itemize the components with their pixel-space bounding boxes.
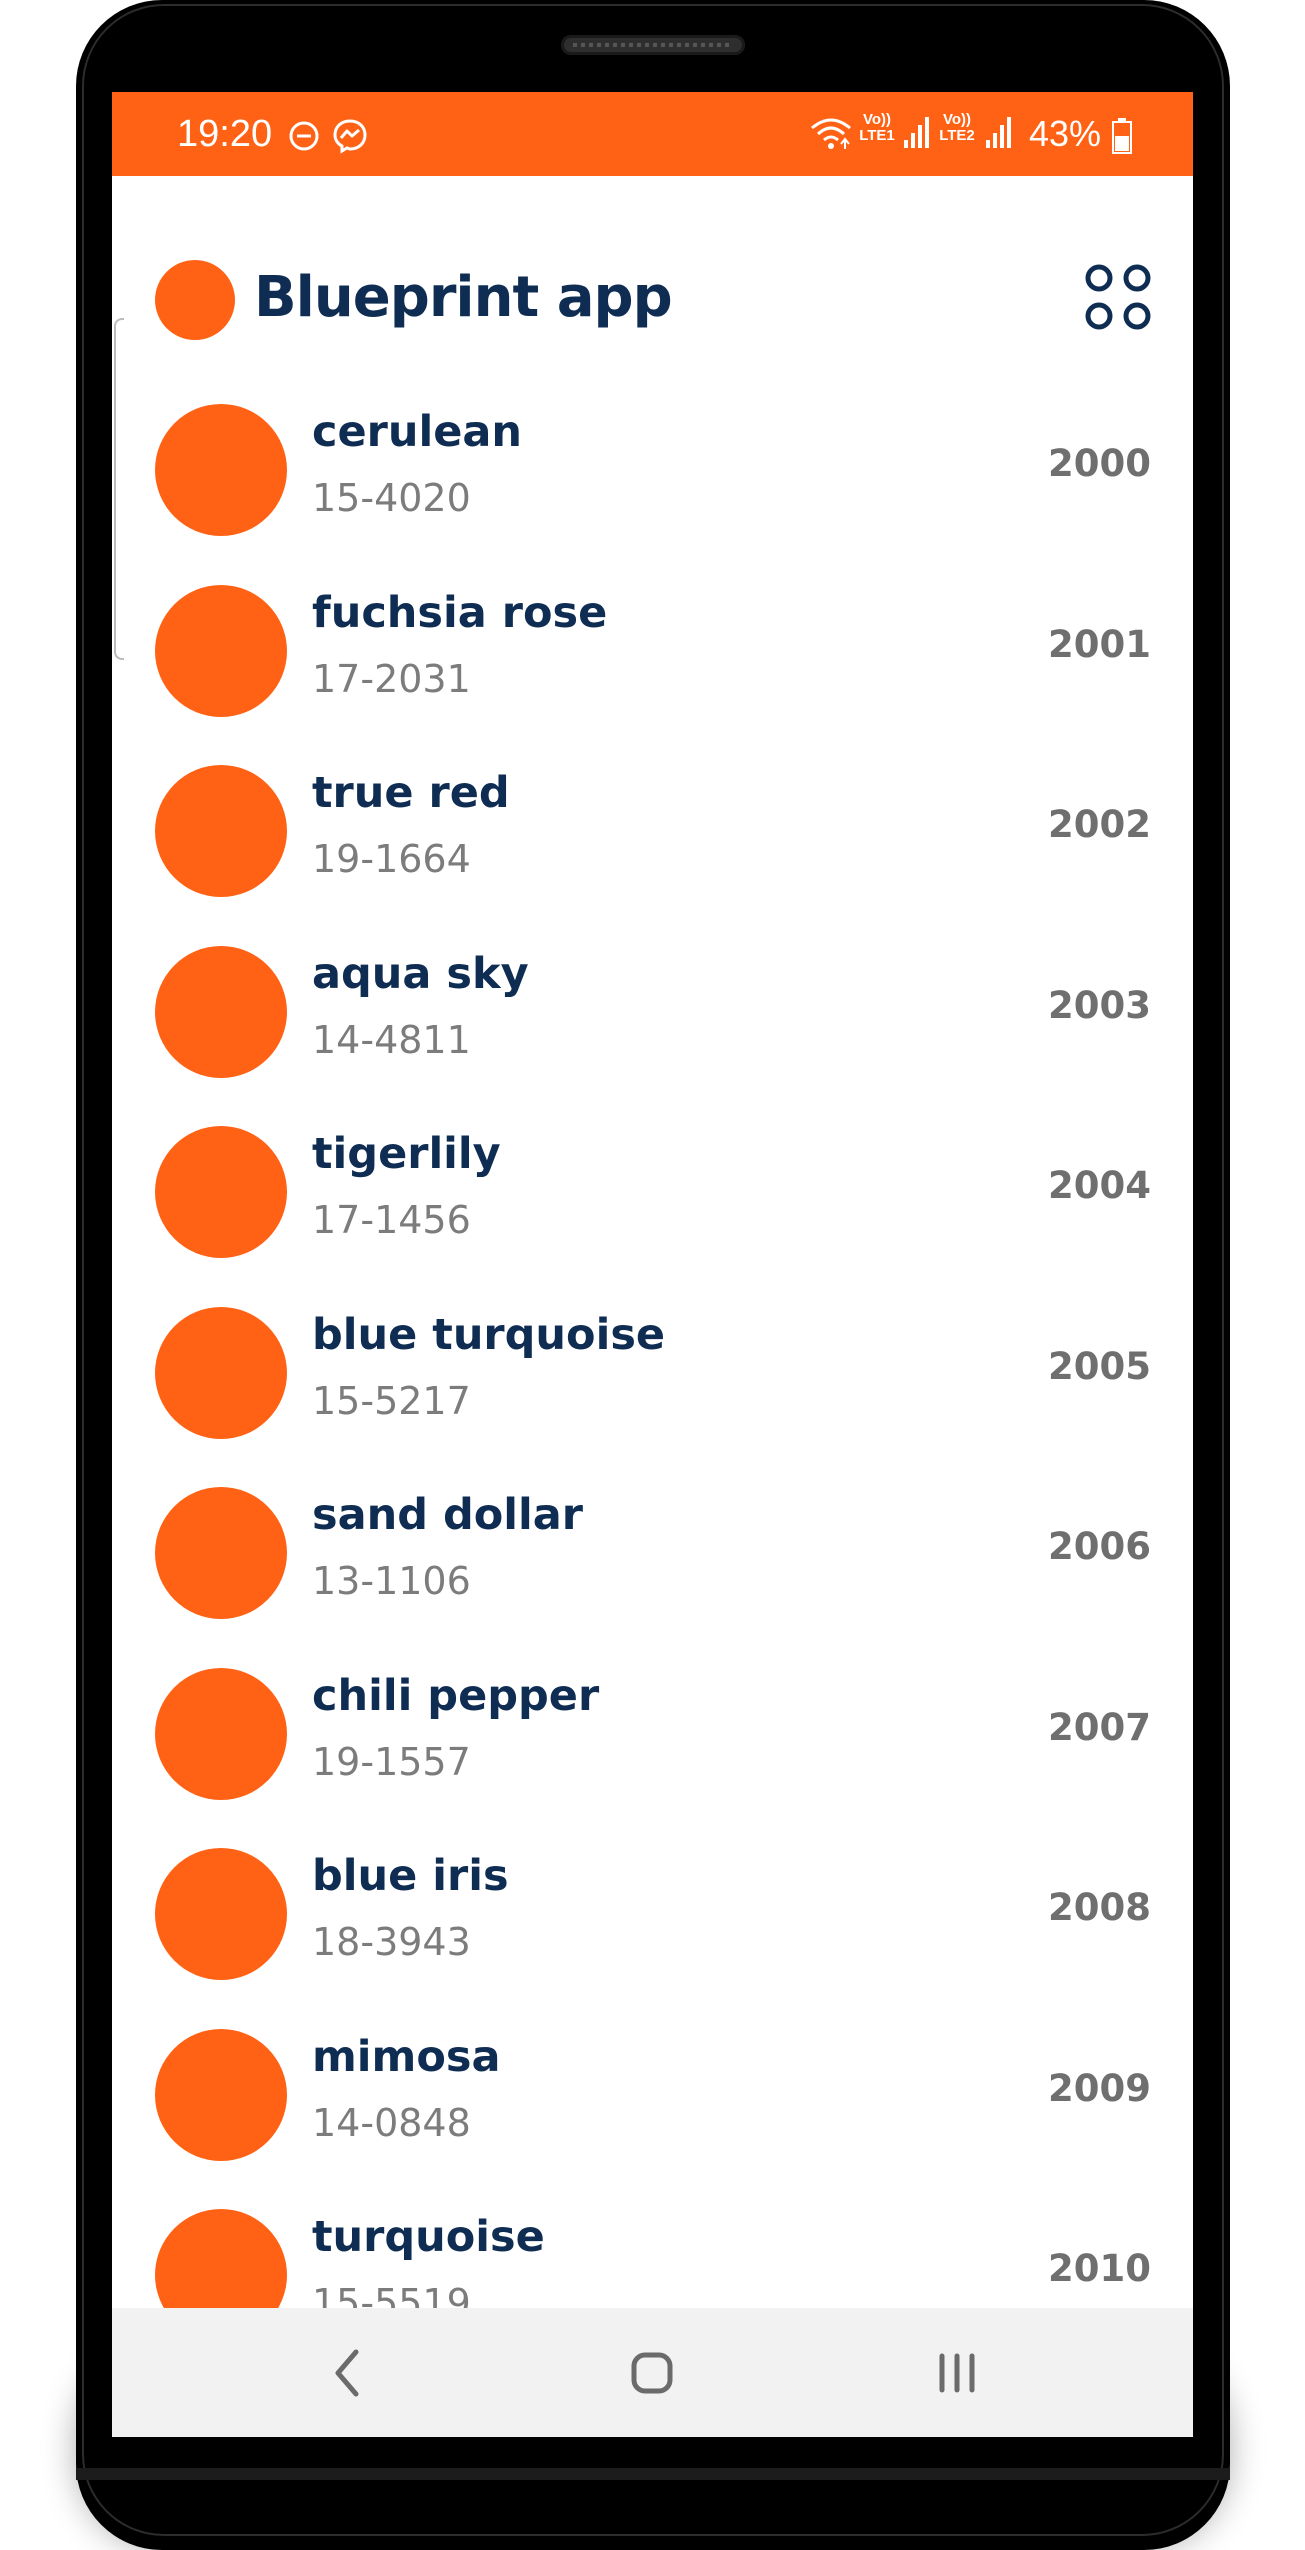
color-code: 18-3943 bbox=[312, 1920, 471, 1964]
phone-bottom-band bbox=[76, 2468, 1230, 2480]
list-item[interactable]: blue iris 18-3943 2008 bbox=[112, 1848, 1193, 2028]
color-swatch bbox=[155, 1848, 287, 1980]
navigation-bar bbox=[112, 2308, 1193, 2437]
list-item[interactable]: true red 19-1664 2002 bbox=[112, 765, 1193, 945]
color-name: true red bbox=[312, 768, 510, 818]
color-year: 2007 bbox=[1048, 1706, 1151, 1749]
color-code: 19-1664 bbox=[312, 837, 471, 881]
color-name: chili pepper bbox=[312, 1671, 600, 1721]
color-year: 2004 bbox=[1048, 1164, 1151, 1207]
color-name: mimosa bbox=[312, 2032, 501, 2082]
page-title: Blueprint app bbox=[254, 265, 673, 330]
recents-button[interactable] bbox=[922, 2338, 992, 2408]
color-year: 2008 bbox=[1048, 1886, 1151, 1929]
side-scroll-handle bbox=[114, 318, 124, 660]
color-code: 17-2031 bbox=[312, 657, 471, 701]
messenger-icon bbox=[332, 118, 368, 158]
signal-icon bbox=[984, 114, 1012, 154]
color-year: 2003 bbox=[1048, 984, 1151, 1027]
wifi-icon bbox=[809, 114, 853, 158]
color-code: 15-5217 bbox=[312, 1379, 471, 1423]
color-name: fuchsia rose bbox=[312, 588, 608, 638]
earpiece-speaker bbox=[561, 35, 745, 55]
color-swatch bbox=[155, 2029, 287, 2161]
color-name: blue turquoise bbox=[312, 1310, 666, 1360]
sim1-network-text: LTE1 bbox=[859, 127, 895, 144]
signal-icon bbox=[902, 114, 930, 154]
home-icon bbox=[631, 2352, 673, 2394]
back-icon bbox=[335, 2349, 359, 2397]
color-year: 2000 bbox=[1048, 442, 1151, 485]
grid-view-button[interactable] bbox=[1079, 258, 1157, 336]
list-item[interactable]: mimosa 14-0848 2009 bbox=[112, 2029, 1193, 2209]
sim1-label: Vo)) LTE1 bbox=[857, 112, 897, 144]
list-item[interactable]: fuchsia rose 17-2031 2001 bbox=[112, 585, 1193, 765]
color-swatch bbox=[155, 1487, 287, 1619]
color-name: blue iris bbox=[312, 1851, 509, 1901]
color-year: 2009 bbox=[1048, 2067, 1151, 2110]
color-swatch bbox=[155, 1126, 287, 1258]
status-bar: 19:20 Vo)) LTE1 bbox=[112, 92, 1193, 176]
phone-frame-edge bbox=[82, 4, 1224, 2536]
color-name: sand dollar bbox=[312, 1490, 583, 1540]
color-year: 2010 bbox=[1048, 2247, 1151, 2290]
phone-screen: 19:20 Vo)) LTE1 bbox=[112, 92, 1193, 2437]
color-swatch bbox=[155, 585, 287, 717]
battery-percentage: 43% bbox=[1029, 113, 1102, 154]
color-name: aqua sky bbox=[312, 949, 529, 999]
list-item[interactable]: cerulean 15-4020 2000 bbox=[112, 404, 1193, 584]
color-name: turquoise bbox=[312, 2212, 545, 2262]
color-swatch bbox=[155, 946, 287, 1078]
color-name: tigerlily bbox=[312, 1129, 501, 1179]
sim2-network-text: LTE2 bbox=[939, 127, 975, 144]
color-swatch bbox=[155, 1307, 287, 1439]
app-bar: Blueprint app bbox=[112, 176, 1193, 356]
color-year: 2006 bbox=[1048, 1525, 1151, 1568]
color-code: 19-1557 bbox=[312, 1740, 471, 1784]
sim2-volte-text: Vo)) bbox=[942, 111, 972, 128]
color-code: 17-1456 bbox=[312, 1198, 471, 1242]
color-swatch bbox=[155, 765, 287, 897]
list-item[interactable]: tigerlily 17-1456 2004 bbox=[112, 1126, 1193, 1306]
color-year: 2005 bbox=[1048, 1345, 1151, 1388]
color-year: 2002 bbox=[1048, 803, 1151, 846]
color-code: 15-4020 bbox=[312, 476, 471, 520]
color-code: 14-0848 bbox=[312, 2101, 471, 2145]
sim2-label: Vo)) LTE2 bbox=[937, 112, 977, 144]
color-swatch bbox=[155, 1668, 287, 1800]
status-time: 19:20 bbox=[177, 113, 273, 155]
sim1-volte-text: Vo)) bbox=[862, 111, 892, 128]
battery-icon bbox=[1112, 118, 1132, 158]
list-item[interactable]: turquoise 15-5519 2010 bbox=[112, 2209, 1193, 2389]
color-code: 13-1106 bbox=[312, 1559, 471, 1603]
list-item[interactable]: aqua sky 14-4811 2003 bbox=[112, 946, 1193, 1126]
color-code: 14-4811 bbox=[312, 1018, 471, 1062]
app-logo bbox=[155, 260, 235, 340]
list-item[interactable]: sand dollar 13-1106 2006 bbox=[112, 1487, 1193, 1667]
list-item[interactable]: blue turquoise 15-5217 2005 bbox=[112, 1307, 1193, 1487]
dnd-icon bbox=[288, 120, 320, 156]
back-button[interactable] bbox=[312, 2338, 382, 2408]
color-year: 2001 bbox=[1048, 623, 1151, 666]
list-item[interactable]: chili pepper 19-1557 2007 bbox=[112, 1668, 1193, 1848]
grid-view-icon bbox=[1085, 264, 1151, 330]
recents-icon bbox=[939, 2353, 975, 2393]
color-swatch bbox=[155, 404, 287, 536]
color-name: cerulean bbox=[312, 407, 523, 457]
home-button[interactable] bbox=[617, 2338, 687, 2408]
